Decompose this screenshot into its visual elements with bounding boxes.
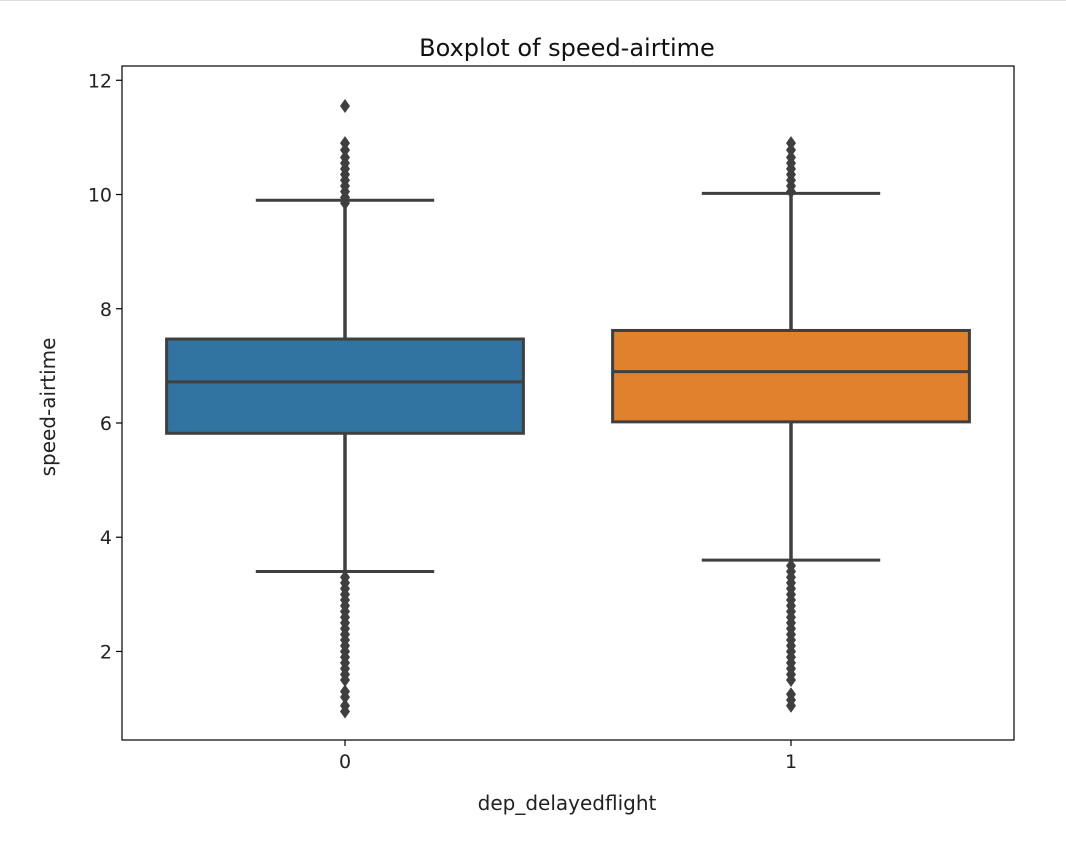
y-axis: 2 4 6 8 10 12	[88, 70, 122, 663]
x-tick-label: 0	[339, 751, 351, 773]
outlier-point	[340, 698, 350, 713]
x-axis-label: dep_delayedflight	[478, 791, 657, 815]
y-tick-label: 8	[100, 299, 112, 321]
outlier-point	[340, 684, 350, 699]
chart-title: Boxplot of speed-airtime	[419, 34, 715, 62]
plot-area	[165, 98, 971, 719]
y-tick-label: 10	[88, 185, 112, 207]
outlier-point	[340, 570, 350, 585]
outlier-point	[340, 150, 350, 165]
x-tick-label: 1	[785, 751, 797, 773]
outlier-point	[340, 136, 350, 151]
top-divider	[0, 0, 1066, 1]
outlier-point	[786, 150, 796, 165]
outlier-point	[340, 98, 350, 113]
y-tick-label: 4	[100, 527, 112, 549]
y-tick-label: 2	[100, 641, 112, 663]
outlier-point	[786, 687, 796, 702]
box-iqr	[611, 328, 971, 424]
y-tick-label: 6	[100, 413, 112, 435]
box-iqr	[165, 337, 525, 435]
box-group-1	[611, 136, 971, 713]
outlier-point	[786, 558, 796, 573]
outlier-point	[786, 136, 796, 151]
axes-frame	[121, 65, 1015, 741]
y-tick-label: 12	[88, 70, 112, 92]
y-axis-label: speed-airtime	[36, 338, 60, 477]
box-group-0	[165, 98, 525, 719]
